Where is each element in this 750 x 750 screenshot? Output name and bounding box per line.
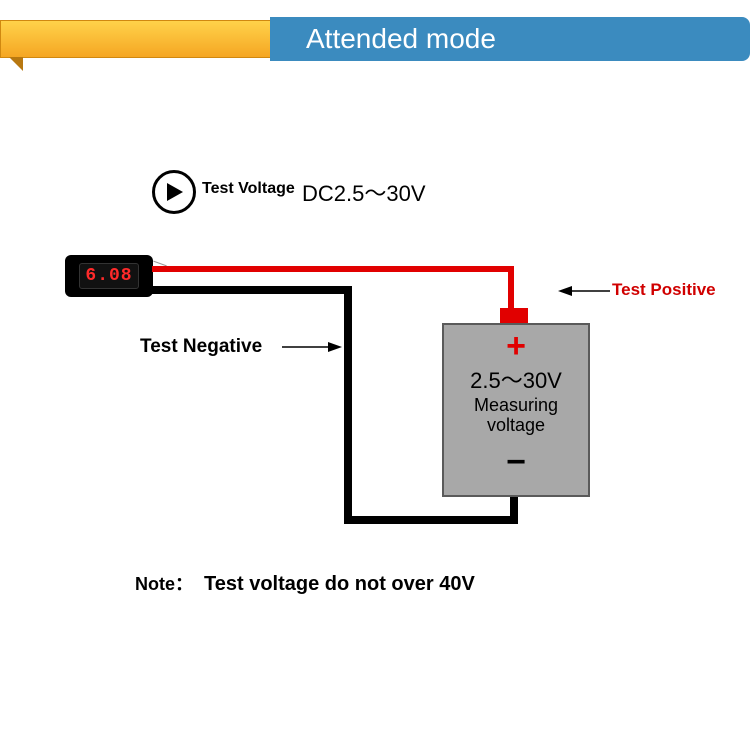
- voltmeter-body: 6.08: [65, 255, 153, 297]
- note-prefix: Note：: [135, 574, 193, 594]
- label-test-positive: Test Positive: [612, 280, 716, 300]
- dc-voltage-range: DC2.5～30V: [302, 176, 426, 208]
- test-voltage-label: Test Voltage: [202, 180, 295, 198]
- power-minus-symbol: −: [444, 443, 588, 482]
- banner-orange-ribbon: [0, 20, 280, 58]
- arrow-test-positive: [558, 284, 610, 298]
- positive-terminal: [500, 308, 528, 324]
- power-source-box: + 2.5～30V Measuring voltage −: [442, 323, 590, 497]
- note-line: Note： Test voltage do not over 40V: [135, 570, 475, 596]
- voltmeter-reading: 6.08: [79, 263, 139, 289]
- power-voltage-label: voltage: [444, 415, 588, 435]
- arrow-test-negative: [282, 340, 342, 354]
- wire-black-h1: [152, 286, 352, 294]
- label-test-negative: Test Negative: [140, 336, 262, 358]
- banner-title-bar: Attended mode: [270, 17, 750, 61]
- power-plus-symbol: +: [444, 331, 588, 361]
- banner-title: Attended mode: [306, 23, 496, 55]
- wire-black-v1: [344, 286, 352, 524]
- power-measuring-label: Measuring: [444, 395, 588, 415]
- wire-black-h2: [344, 516, 518, 524]
- header-banner: Attended mode: [0, 20, 280, 58]
- note-text: Test voltage do not over 40V: [204, 573, 475, 595]
- wire-black-v2: [510, 495, 518, 524]
- play-circle-icon: [152, 170, 196, 214]
- power-voltage-range: 2.5～30V: [444, 363, 588, 395]
- wire-red-vertical: [508, 266, 514, 310]
- wire-red-horizontal: [152, 266, 514, 272]
